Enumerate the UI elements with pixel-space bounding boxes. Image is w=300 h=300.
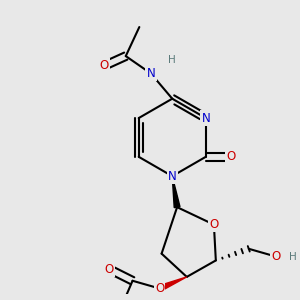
Text: O: O xyxy=(271,250,280,263)
Text: O: O xyxy=(226,150,236,163)
Text: N: N xyxy=(147,67,155,80)
Text: N: N xyxy=(168,170,177,183)
Text: O: O xyxy=(100,59,109,72)
Text: O: O xyxy=(105,262,114,276)
Text: H: H xyxy=(168,55,176,65)
Text: O: O xyxy=(155,282,164,295)
Text: N: N xyxy=(201,112,210,124)
Polygon shape xyxy=(158,277,187,291)
Text: O: O xyxy=(209,218,218,231)
Polygon shape xyxy=(172,176,180,208)
Text: H: H xyxy=(290,252,297,262)
